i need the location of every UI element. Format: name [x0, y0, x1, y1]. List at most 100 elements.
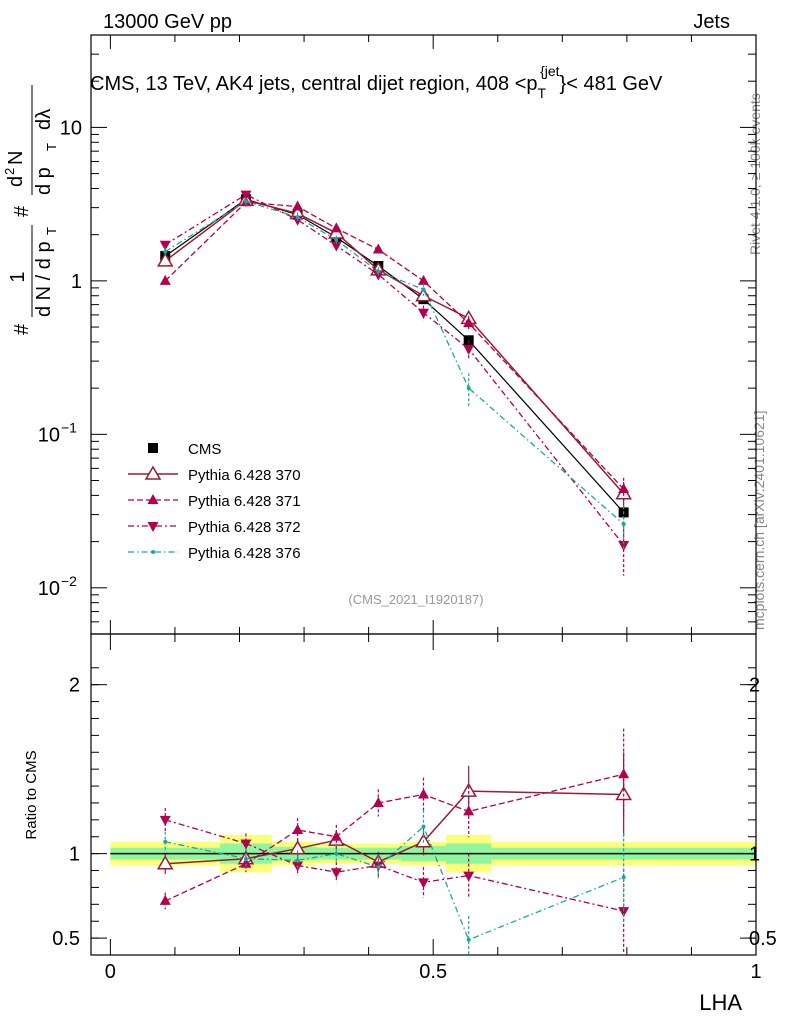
data-point	[163, 839, 168, 844]
data-point	[460, 782, 477, 797]
ratio-y-tick-label: 2	[69, 675, 80, 697]
data-point	[334, 851, 339, 856]
data-point	[372, 243, 384, 254]
series-line-p376	[165, 825, 624, 941]
data-point	[372, 270, 384, 281]
data-point	[463, 317, 475, 328]
data-point	[618, 907, 630, 918]
legend-label-cms: CMS	[188, 441, 221, 458]
ratio-y-tick-label-right: 0.5	[749, 928, 777, 950]
data-point	[330, 868, 342, 879]
data-point	[240, 857, 252, 868]
series-p372	[159, 190, 630, 576]
series-line-p371	[164, 201, 625, 490]
legend-label-p370: Pythia 6.428 370	[188, 467, 301, 484]
series-p371	[159, 728, 630, 910]
data-point	[418, 788, 429, 799]
y-tick-label: 1	[71, 271, 82, 293]
y-label-denom: d N / d p	[33, 241, 55, 317]
series-line-p372	[165, 819, 624, 912]
legend-label-p371: Pythia 6.428 371	[188, 493, 301, 510]
data-point	[621, 522, 626, 527]
data-point	[618, 483, 630, 494]
series-p376	[163, 197, 626, 549]
data-point	[463, 871, 475, 882]
series-line-p372	[164, 193, 625, 546]
data-point	[466, 386, 471, 391]
data-point	[243, 856, 248, 861]
data-point	[418, 878, 429, 889]
y-label-N: N	[5, 151, 27, 165]
y-tick-label-base: 10	[38, 424, 60, 446]
data-point	[334, 237, 339, 242]
data-point	[376, 865, 381, 870]
y-label-hash: #	[11, 323, 33, 335]
header-left: 13000 GeV pp	[103, 11, 232, 33]
x-tick-label: 0	[105, 961, 116, 983]
series-line-cms	[164, 198, 625, 513]
series-p371	[159, 196, 630, 503]
y-label-sub: T	[44, 227, 59, 235]
data-point	[289, 840, 306, 855]
ratio-frame	[90, 633, 757, 956]
series-p370	[156, 191, 632, 509]
data-point	[159, 274, 171, 285]
data-point	[240, 190, 252, 201]
x-tick-label: 0.5	[419, 961, 447, 983]
data-point	[421, 287, 426, 292]
data-point	[163, 249, 168, 254]
legend-marker-p370	[144, 465, 162, 480]
data-point	[330, 222, 342, 233]
y-label-exp2: 2	[2, 168, 17, 175]
y-tick-label-base: 10	[38, 578, 60, 600]
legend-marker-p372	[147, 522, 159, 532]
data-point	[618, 541, 630, 552]
data-point	[330, 830, 342, 841]
y-label-dlambda: dλ	[33, 109, 55, 130]
data-point	[466, 937, 471, 942]
data-point	[292, 823, 304, 834]
data-point	[159, 815, 171, 826]
data-point	[463, 805, 475, 816]
data-point	[295, 858, 300, 863]
legend-marker-p376	[151, 550, 155, 554]
ratio-y-tick-label: 1	[69, 844, 80, 866]
side-label-mcplots: mcplots.cern.ch [arXiv:2401.10621]	[751, 411, 767, 630]
data-point	[421, 824, 426, 829]
data-point	[463, 344, 475, 355]
legend: CMS Pythia 6.428 370 Pythia 6.428 371 Pythi…	[128, 441, 301, 562]
legend-label-p376: Pythia 6.428 376	[188, 545, 301, 562]
data-point	[418, 308, 429, 319]
ratio-y-tick-label-right: 1	[749, 844, 760, 866]
data-point	[372, 796, 384, 807]
main-y-axis-label: #1 d N / d p T # d2 Nd p Tdλ	[2, 85, 59, 335]
data-point	[156, 252, 174, 267]
ratio-y-axis-label: Ratio to CMS	[23, 750, 40, 839]
data-point	[159, 894, 171, 905]
side-label-rivet: Rivet 4.1.0, ≥ 100k events	[747, 93, 763, 255]
ratio-y-tick-label-right: 2	[749, 675, 760, 697]
y-axis-label-group: #1 d N / d p T # d2 Nd p Tdλ	[2, 85, 59, 335]
ratio-y-tick-label: 0.5	[52, 928, 80, 950]
y-label-hash2: #	[11, 205, 33, 217]
series-line-p376	[164, 200, 625, 525]
series-p376	[163, 809, 626, 955]
data-point	[618, 768, 630, 779]
data-point	[240, 839, 252, 850]
data-point	[376, 269, 381, 274]
legend-marker-p371	[147, 494, 159, 504]
data-point	[159, 240, 171, 251]
series-line-p371	[164, 773, 624, 902]
data-point	[243, 199, 248, 204]
analysis-watermark: (CMS_2021_I1920187)	[348, 592, 483, 607]
series-line-p370	[164, 199, 625, 495]
data-point	[292, 200, 304, 211]
y-label-d: d	[5, 176, 27, 187]
data-point	[156, 855, 174, 870]
ratio-panel: 2 2 1 1 0.5 0.5 0 0.5 1 Ratio to CMS LHA	[23, 633, 777, 1015]
legend-label-p372: Pythia 6.428 372	[188, 519, 301, 536]
header-right: Jets	[693, 11, 730, 33]
legend-marker-cms	[148, 443, 158, 453]
